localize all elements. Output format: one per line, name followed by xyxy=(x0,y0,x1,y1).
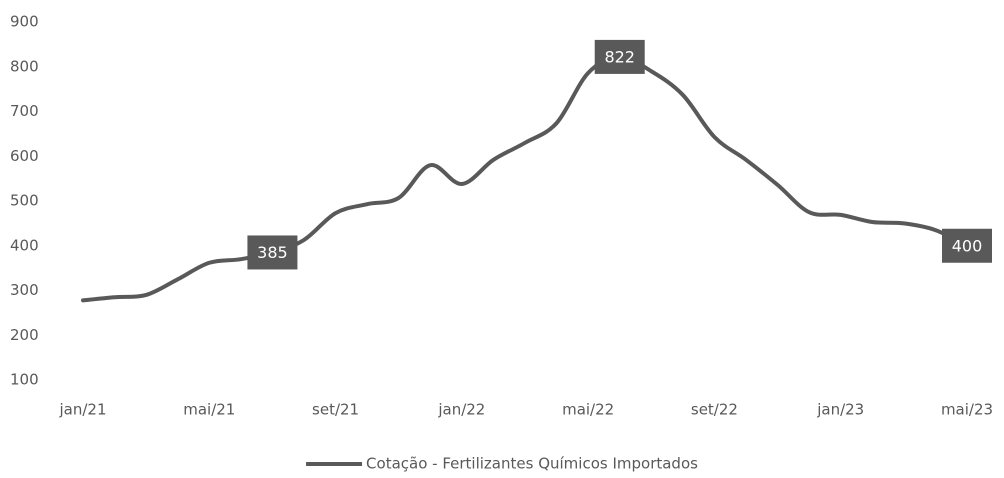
data-label: 400 xyxy=(952,236,983,255)
y-tick-label: 700 xyxy=(10,102,39,120)
data-label: 385 xyxy=(257,243,288,262)
y-tick-label: 500 xyxy=(10,192,39,210)
y-tick-label: 900 xyxy=(10,13,39,31)
x-tick-label: set/21 xyxy=(312,401,359,419)
x-tick-label: jan/21 xyxy=(58,401,106,419)
y-tick-label: 800 xyxy=(10,57,39,75)
y-tick-label: 200 xyxy=(10,326,39,344)
data-label-box xyxy=(247,235,298,270)
data-label: 822 xyxy=(604,47,635,66)
legend-label: Cotação - Fertilizantes Químicos Importa… xyxy=(366,455,698,473)
x-tick-label: set/22 xyxy=(691,401,738,419)
data-label-box xyxy=(942,228,992,263)
y-tick-label: 400 xyxy=(10,236,39,254)
series-line xyxy=(81,54,969,303)
x-tick-label: jan/23 xyxy=(816,401,864,419)
y-tick-label: 600 xyxy=(10,147,39,165)
y-tick-label: 300 xyxy=(10,281,39,299)
x-tick-label: mai/23 xyxy=(941,401,993,419)
data-label-box xyxy=(594,39,645,74)
y-tick-label: 100 xyxy=(10,371,39,389)
x-tick-label: jan/22 xyxy=(437,401,485,419)
x-tick-label: mai/22 xyxy=(562,401,614,419)
x-tick-label: mai/21 xyxy=(183,401,235,419)
